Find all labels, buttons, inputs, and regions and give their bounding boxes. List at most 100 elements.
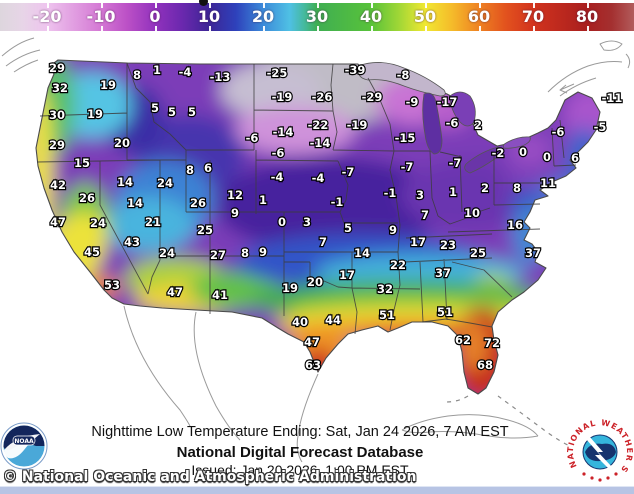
temperature-label: 24 <box>90 216 106 230</box>
colorbar-tick <box>587 3 589 8</box>
colorbar-tick <box>47 3 49 8</box>
temperature-label: 17 <box>410 235 426 249</box>
temperature-label: -5 <box>594 120 607 134</box>
colorbar-tick-label: 50 <box>413 7 437 26</box>
temperature-label: 25 <box>470 246 486 260</box>
temperature-label: 23 <box>440 238 456 252</box>
colorbar-tick-label: 10 <box>197 7 221 26</box>
temperature-label: 47 <box>304 335 320 349</box>
temperature-label: -4 <box>312 171 325 185</box>
temperature-label: 5 <box>344 221 352 235</box>
temperature-label: -13 <box>210 70 231 84</box>
temperature-label: 27 <box>210 248 226 262</box>
colorbar-tick <box>263 3 265 8</box>
temperature-label: 51 <box>379 308 395 322</box>
temperature-label: -19 <box>347 118 368 132</box>
colorbar-tick <box>101 3 103 8</box>
colorbar-tick <box>209 3 211 8</box>
temperature-label: -6 <box>272 146 285 160</box>
artifact-dot <box>199 0 208 6</box>
temperature-label: -4 <box>271 170 284 184</box>
temperature-label: 9 <box>231 206 239 220</box>
temperature-label: 10 <box>464 206 480 220</box>
temperature-label: 21 <box>145 215 161 229</box>
colorbar-tick-label: 40 <box>359 7 383 26</box>
temperature-label: -8 <box>397 68 410 82</box>
temperature-label: 7 <box>421 208 429 222</box>
temperature-label: 24 <box>159 246 175 260</box>
temperature-label: 51 <box>437 305 453 319</box>
temperature-label: 19 <box>282 281 298 295</box>
colorbar-tick <box>155 26 157 31</box>
temperature-label: 5 <box>168 105 176 119</box>
temperature-label: 47 <box>50 215 66 229</box>
temperature-label: 2 <box>474 118 482 132</box>
temperature-label: 3 <box>303 215 311 229</box>
colorbar-tick-label: 80 <box>575 7 599 26</box>
colorbar-tick-label: 30 <box>305 7 329 26</box>
temperature-label: 24 <box>157 176 173 190</box>
state-borders <box>36 62 577 335</box>
temperature-label: 6 <box>571 151 579 165</box>
temperature-label: 25 <box>197 223 213 237</box>
temperature-label: 12 <box>227 188 243 202</box>
temperature-label: -14 <box>310 136 331 150</box>
temperature-field <box>36 60 600 394</box>
temperature-label: -11 <box>602 91 623 105</box>
temperature-label: -7 <box>401 160 414 174</box>
temperature-label: -26 <box>312 90 333 104</box>
issued-timestamp: Issued: Jan 20 2026, 1:00 PM EST <box>191 462 409 478</box>
copyright-text: © National Oceanic and Atmospheric Admin… <box>3 469 417 485</box>
temperature-label: 9 <box>259 245 267 259</box>
great-lakes <box>357 62 531 174</box>
temperature-label: 8 <box>241 246 249 260</box>
temperature-label: 44 <box>325 313 341 327</box>
colorbar-tick <box>587 26 589 31</box>
temperature-label: 19 <box>87 107 103 121</box>
map-caption: Nighttime Low Temperature Ending: Sat, J… <box>91 424 509 440</box>
temperature-label: 26 <box>79 191 95 205</box>
temperature-label: 37 <box>435 266 451 280</box>
bottom-strip <box>0 486 634 494</box>
temperature-label: 32 <box>377 282 393 296</box>
temperature-label: 40 <box>292 315 308 329</box>
temperature-label: 53 <box>104 278 120 292</box>
temperature-label: 22 <box>390 258 406 272</box>
temperature-label: 63 <box>305 358 321 372</box>
nws-lightning-icon <box>586 436 612 469</box>
temperature-label: 1 <box>153 63 161 77</box>
temperature-label: 17 <box>339 268 355 282</box>
temperature-label: 26 <box>190 196 206 210</box>
colorbar-tick <box>479 3 481 8</box>
colorbar-tick <box>425 3 427 8</box>
temperature-label: 2 <box>481 181 489 195</box>
svg-text:NOAA: NOAA <box>14 438 34 445</box>
temperature-label: -17 <box>437 95 458 109</box>
colorbar-tick <box>479 26 481 31</box>
temperature-label: 20 <box>114 136 130 150</box>
colorbar-tick <box>101 26 103 31</box>
noaa-logo: NOAA <box>0 422 48 470</box>
temperature-label: -2 <box>492 146 505 160</box>
temperature-label: 0 <box>519 145 527 159</box>
colorbar-tick <box>155 3 157 8</box>
colorbar-tick-label: -10 <box>86 7 116 26</box>
temperature-label: 29 <box>49 61 65 75</box>
colorbar-tick-label: 70 <box>521 7 545 26</box>
temperature-label: 19 <box>100 78 116 92</box>
temperature-label: -9 <box>406 95 419 109</box>
temperature-label: -4 <box>179 65 192 79</box>
temperature-label: 11 <box>540 176 556 190</box>
temperature-label: -6 <box>552 125 565 139</box>
temperature-label: -19 <box>272 90 293 104</box>
temperature-label: 16 <box>507 218 523 232</box>
colorbar-tick <box>425 26 427 31</box>
temperature-label: -6 <box>246 131 259 145</box>
temperature-label: -7 <box>449 156 462 170</box>
temperature-label: 62 <box>455 333 471 347</box>
temperature-label: 0 <box>543 150 551 164</box>
temperature-label: 8 <box>513 181 521 195</box>
temperature-label: 6 <box>204 161 212 175</box>
